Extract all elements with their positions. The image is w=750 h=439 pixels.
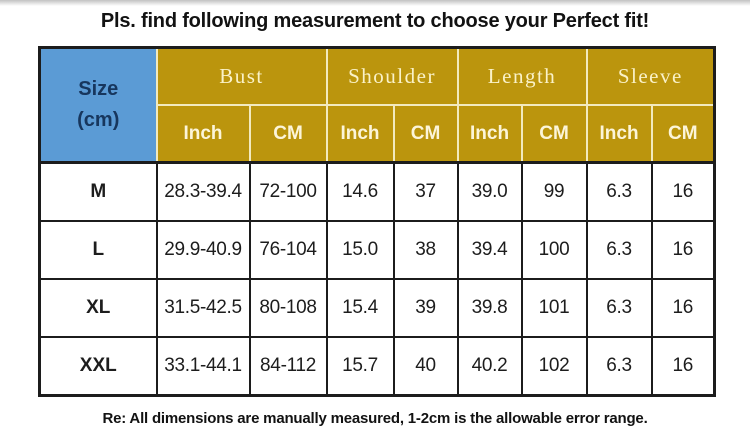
table-cell: 40 bbox=[392, 336, 459, 397]
size-label: M bbox=[38, 161, 158, 222]
unit-header-bust-cm: CM bbox=[248, 104, 328, 164]
group-header-length: Length bbox=[456, 46, 588, 106]
top-edge-shade bbox=[0, 0, 750, 6]
table-cell: 39.0 bbox=[456, 161, 523, 222]
table-cell: 99 bbox=[520, 161, 588, 222]
table-row-l: L 29.9-40.9 76-104 15.0 38 39.4 100 6.3 … bbox=[38, 220, 716, 280]
table-cell: 39 bbox=[392, 278, 459, 338]
unit-header-sleeve-inch: Inch bbox=[585, 104, 653, 164]
table-cell: 6.3 bbox=[585, 278, 653, 338]
table-cell: 6.3 bbox=[585, 161, 653, 222]
table-cell: 72-100 bbox=[248, 161, 328, 222]
group-header-sleeve: Sleeve bbox=[585, 46, 716, 106]
table-cell: 39.8 bbox=[456, 278, 523, 338]
table-cell: 33.1-44.1 bbox=[155, 336, 251, 397]
group-header-shoulder: Shoulder bbox=[325, 46, 459, 106]
table-cell: 15.4 bbox=[325, 278, 395, 338]
table-cell: 37 bbox=[392, 161, 459, 222]
table-cell: 16 bbox=[650, 161, 716, 222]
unit-header-shoulder-cm: CM bbox=[392, 104, 459, 164]
unit-header-length-inch: Inch bbox=[456, 104, 523, 164]
size-chart-table: Size (cm) Bust Shoulder Length Sleeve In… bbox=[38, 46, 717, 397]
table-cell: 38 bbox=[392, 220, 459, 280]
page-title: Pls. find following measurement to choos… bbox=[100, 10, 650, 32]
table-cell: 80-108 bbox=[248, 278, 328, 338]
table-cell: 29.9-40.9 bbox=[155, 220, 251, 280]
table-cell: 76-104 bbox=[248, 220, 328, 280]
table-row-xl: XL 31.5-42.5 80-108 15.4 39 39.8 101 6.3… bbox=[38, 278, 716, 338]
size-label: XXL bbox=[38, 336, 158, 397]
unit-header-sleeve-cm: CM bbox=[650, 104, 716, 164]
size-header-cell: Size (cm) bbox=[38, 46, 158, 164]
table-cell: 16 bbox=[650, 336, 716, 397]
table-cell: 16 bbox=[650, 278, 716, 338]
table-cell: 6.3 bbox=[585, 336, 653, 397]
table-cell: 102 bbox=[520, 336, 588, 397]
group-header-row: Size (cm) Bust Shoulder Length Sleeve bbox=[38, 46, 716, 164]
table-cell: 100 bbox=[520, 220, 588, 280]
size-label: XL bbox=[38, 278, 158, 338]
table-cell: 16 bbox=[650, 220, 716, 280]
unit-header-row: Inch CM Inch CM Inch CM Inch CM bbox=[40, 104, 716, 164]
table-cell: 39.4 bbox=[456, 220, 523, 280]
table-row-xxl: XXL 33.1-44.1 84-112 15.7 40 40.2 102 6.… bbox=[38, 336, 716, 397]
unit-header-bust-inch: Inch bbox=[155, 104, 251, 164]
table-cell: 40.2 bbox=[456, 336, 523, 397]
table-cell: 14.6 bbox=[325, 161, 395, 222]
table-cell: 15.0 bbox=[325, 220, 395, 280]
table-cell: 15.7 bbox=[325, 336, 395, 397]
table-row-m: M 28.3-39.4 72-100 14.6 37 39.0 99 6.3 1… bbox=[38, 161, 716, 222]
table-cell: 101 bbox=[520, 278, 588, 338]
size-header-line2: (cm) bbox=[77, 109, 120, 131]
table-cell: 31.5-42.5 bbox=[155, 278, 251, 338]
size-header-line1: Size bbox=[78, 78, 119, 100]
table-cell: 28.3-39.4 bbox=[155, 161, 251, 222]
unit-header-shoulder-inch: Inch bbox=[325, 104, 395, 164]
footer-note: Re: All dimensions are manually measured… bbox=[102, 410, 648, 427]
table-cell: 84-112 bbox=[248, 336, 328, 397]
size-label: L bbox=[38, 220, 158, 280]
table-cell: 6.3 bbox=[585, 220, 653, 280]
group-header-bust: Bust bbox=[155, 46, 328, 106]
unit-header-length-cm: CM bbox=[520, 104, 588, 164]
